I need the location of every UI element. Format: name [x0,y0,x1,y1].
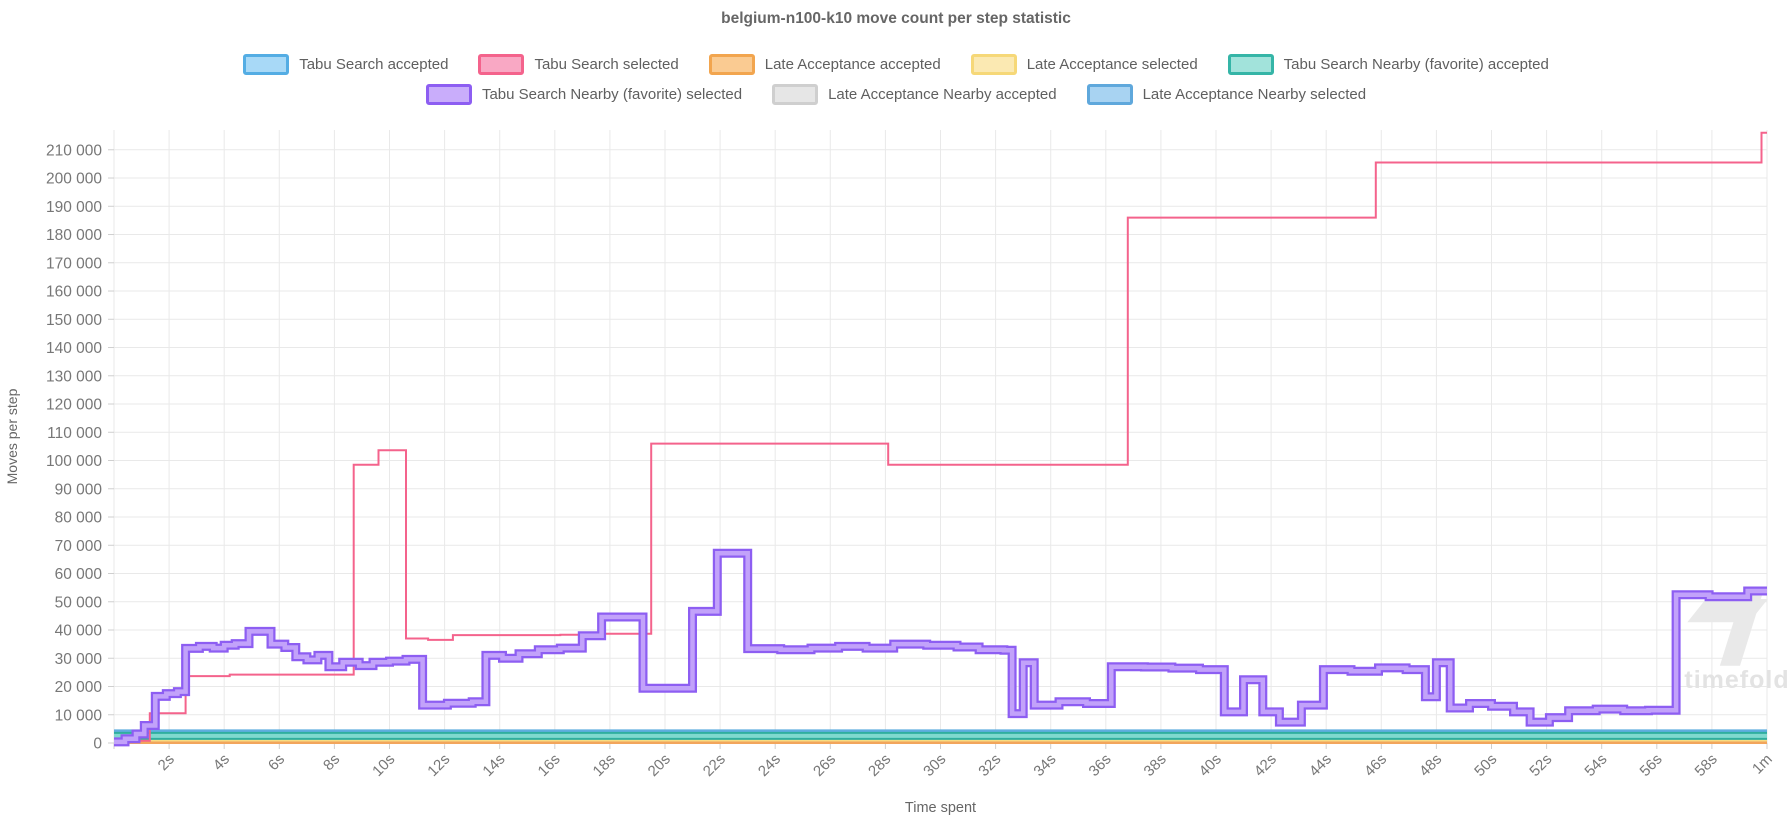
x-tick-label: 10s [369,751,398,780]
x-tick-label: 14s [479,751,508,780]
series-tabu-search-nearby-favorite-selected [114,550,1767,745]
legend-item-label: Tabu Search Nearby (favorite) accepted [1283,56,1549,73]
y-tick-label: 180 000 [46,227,102,244]
y-tick-label: 130 000 [46,368,102,385]
y-tick-label: 90 000 [55,481,103,498]
y-tick-label: 100 000 [46,453,102,470]
x-tick-label: 38s [1141,751,1170,780]
x-tick-label: 32s [975,751,1004,780]
y-tick-label: 30 000 [55,651,103,668]
x-tick-label: 40s [1196,751,1225,780]
x-tick-label: 6s [265,751,288,774]
legend-item-late-acceptance-accepted[interactable]: Late Acceptance accepted [708,54,941,75]
timefold-logo-icon [1687,591,1768,666]
y-tick-label: 0 [93,736,102,753]
x-tick-label: 4s [210,751,233,774]
legend-item-label: Late Acceptance Nearby accepted [828,86,1057,103]
legend-item-tabu-search-nearby-favorite-selected[interactable]: Tabu Search Nearby (favorite) selected [425,84,743,105]
y-tick-label: 170 000 [46,255,102,272]
y-tick-label: 200 000 [46,171,102,188]
x-tick-label: 18s [590,751,619,780]
x-tick-label: 52s [1526,751,1555,780]
legend-item-label: Late Acceptance Nearby selected [1142,86,1367,103]
x-tick-label: 28s [865,751,894,780]
x-tick-label: 34s [1030,751,1059,780]
x-tick-label: 54s [1581,751,1610,780]
x-tick-label: 24s [755,751,784,780]
y-tick-label: 150 000 [46,312,102,329]
legend-item-tabu-search-accepted[interactable]: Tabu Search accepted [243,54,448,75]
legend-item-tabu-search-nearby-favorite-accepted[interactable]: Tabu Search Nearby (favorite) accepted [1227,54,1549,75]
x-tick-label: 8s [320,751,343,774]
legend: Tabu Search accepted Tabu Search selected… [0,54,1792,105]
y-tick-label: 140 000 [46,340,102,357]
y-tick-label: 120 000 [46,397,102,414]
x-tick-label: 46s [1361,751,1390,780]
x-tick-label: 20s [645,751,674,780]
y-tick-label: 20 000 [55,679,103,696]
chart-title: belgium-n100-k10 move count per step sta… [721,10,1071,27]
y-tick-label: 10 000 [55,707,103,724]
y-tick-label: 160 000 [46,284,102,301]
legend-item-tabu-search-selected[interactable]: Tabu Search selected [478,54,679,75]
legend-swatch-icon [1227,54,1274,75]
legend-item-late-acceptance-selected[interactable]: Late Acceptance selected [970,54,1198,75]
y-tick-label: 80 000 [55,510,103,527]
x-tick-label: 36s [1086,751,1115,780]
y-tick-label: 50 000 [55,594,103,611]
x-tick-label: 22s [700,751,729,780]
watermark: timefold [1684,591,1789,694]
legend-item-label: Tabu Search accepted [299,56,449,73]
y-tick-label: 190 000 [46,199,102,216]
legend-swatch-icon [425,84,472,105]
series-tabu-search-selected [114,131,1767,742]
x-tick-label: 2s [155,751,178,774]
x-tick-label: 42s [1251,751,1280,780]
x-tick-label: 56s [1637,751,1666,780]
legend-item-late-acceptance-nearby-selected[interactable]: Late Acceptance Nearby selected [1086,84,1367,105]
watermark-text: timefold [1684,666,1789,694]
legend-row: Tabu Search accepted Tabu Search selected… [243,54,1549,75]
legend-swatch-icon [1086,84,1133,105]
x-tick-label: 48s [1416,751,1445,780]
x-tick-label: 44s [1306,751,1335,780]
y-tick-label: 40 000 [55,623,103,640]
legend-item-label: Tabu Search selected [534,56,679,73]
x-tick-label: 16s [535,751,564,780]
y-tick-label: 210 000 [46,142,102,159]
y-tick-label: 60 000 [55,566,103,583]
legend-item-label: Late Acceptance selected [1026,56,1198,73]
x-axis-title: Time spent [905,800,976,816]
x-tick-label: 26s [810,751,839,780]
y-tick-label: 110 000 [47,425,102,442]
x-tick-label: 30s [920,751,949,780]
legend-swatch-icon [708,54,755,75]
legend-item-label: Tabu Search Nearby (favorite) selected [481,86,743,103]
legend-swatch-icon [772,84,819,105]
x-tick-label: 50s [1471,751,1500,780]
x-tick-label: 12s [424,751,453,780]
x-tick-label: 58s [1692,751,1721,780]
y-axis-title: Moves per step [4,388,20,484]
y-tick-label: 70 000 [55,538,103,555]
legend-swatch-icon [243,54,290,75]
legend-row: Tabu Search Nearby (favorite) selected La… [425,84,1367,105]
legend-item-late-acceptance-nearby-accepted[interactable]: Late Acceptance Nearby accepted [772,84,1057,105]
x-tick-label: 1m [1749,751,1776,778]
legend-swatch-icon [478,54,525,75]
legend-swatch-icon [970,54,1017,75]
legend-item-label: Late Acceptance accepted [764,56,941,73]
